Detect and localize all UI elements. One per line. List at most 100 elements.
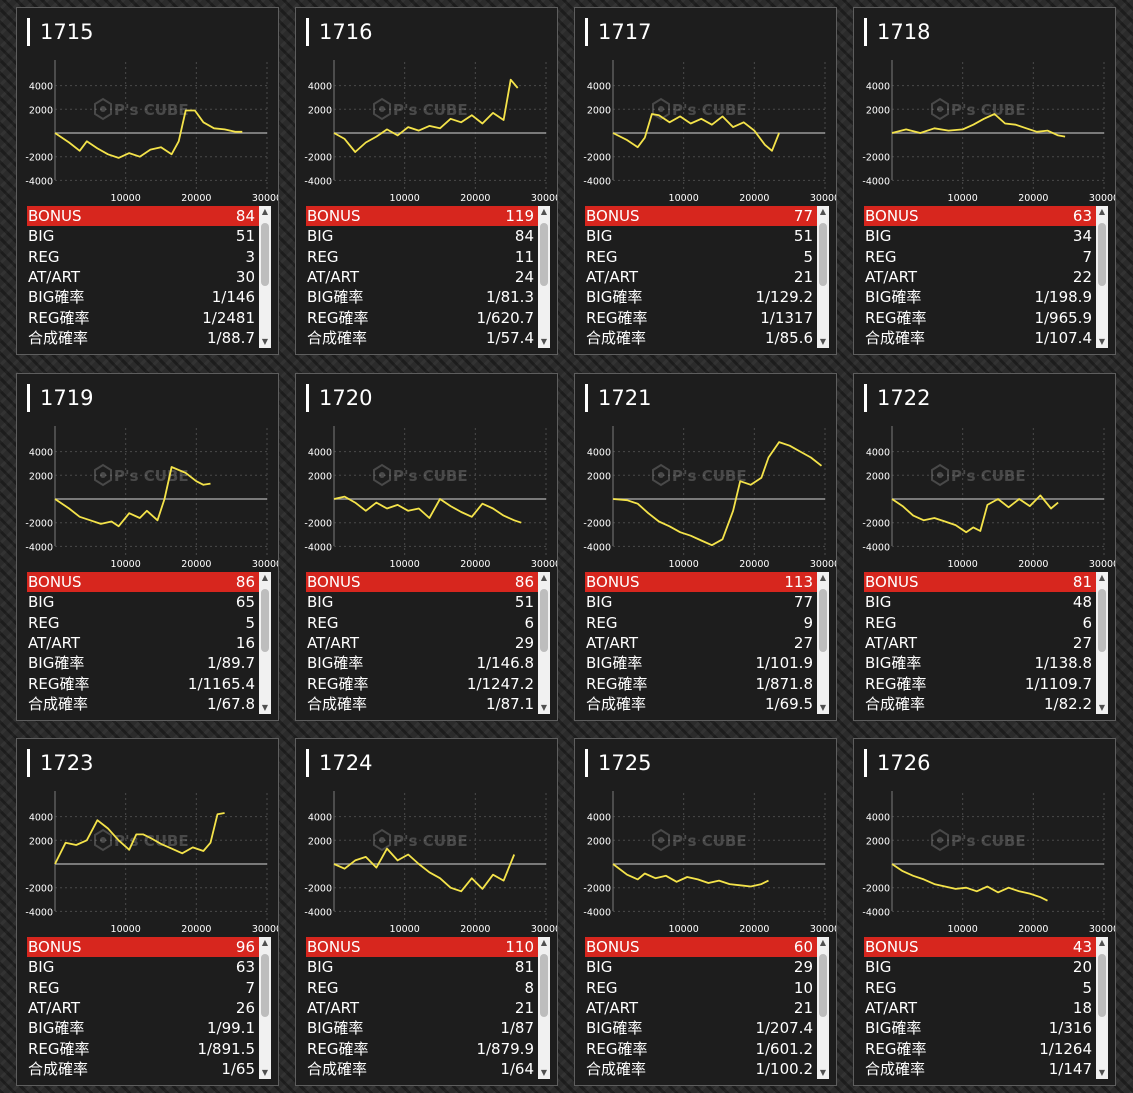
svg-text:P's CUBE: P's CUBE [951,101,1026,119]
machine-card-1719[interactable]: 1719 P's CUBE 4000 2000 -2000 -4000 10000 20000… [16,373,279,721]
x-tick-label: 20000 [739,559,769,570]
machine-card-1724[interactable]: 1724 P's CUBE 4000 2000 -2000 -4000 10000 20000… [295,738,558,1086]
scroll-thumb[interactable] [819,223,827,286]
slump-chart-svg: P's CUBE 4000 2000 -2000 -4000 10000 20000 3000… [25,60,278,204]
scroll-up-arrow-icon[interactable]: ▲ [819,938,827,947]
x-tick-label: 30000 [1089,924,1115,935]
scroll-thumb[interactable] [1098,954,1106,1017]
machine-card-1720[interactable]: 1720 P's CUBE 4000 2000 -2000 -4000 10000 20000… [295,373,558,721]
stat-row-big: BIG 84 [306,226,538,246]
stats-scrollbar[interactable]: ▲ ▼ [817,937,829,1079]
stats-list[interactable]: BONUS 86 BIG 65 REG 5 AT/ART 16 BIG確率 1/89.7 REG確率… [27,572,271,714]
scroll-down-arrow-icon[interactable]: ▼ [819,1068,827,1077]
stats-scrollbar[interactable]: ▲ ▼ [259,572,271,714]
series-line [891,113,1066,138]
stats-scrollbar[interactable]: ▲ ▼ [1096,206,1108,348]
scroll-down-arrow-icon[interactable]: ▼ [540,703,548,712]
stats-scrollbar[interactable]: ▲ ▼ [538,937,550,1079]
scroll-up-arrow-icon[interactable]: ▲ [1098,938,1106,947]
machine-card-1722[interactable]: 1722 P's CUBE 4000 2000 -2000 -4000 10000 20000… [853,373,1116,721]
scroll-thumb[interactable] [819,954,827,1017]
x-tick-label: 10000 [390,924,420,935]
scroll-down-arrow-icon[interactable]: ▼ [261,703,269,712]
stats-scrollbar[interactable]: ▲ ▼ [538,206,550,348]
stats-scrollbar[interactable]: ▲ ▼ [1096,572,1108,714]
machine-card-1723[interactable]: 1723 P's CUBE 4000 2000 -2000 -4000 10000 20000… [16,738,279,1086]
scroll-up-arrow-icon[interactable]: ▲ [540,207,548,216]
y-tick-label: -2000 [304,519,332,530]
scroll-down-arrow-icon[interactable]: ▼ [261,1068,269,1077]
stats-list[interactable]: BONUS 96 BIG 63 REG 7 AT/ART 26 BIG確率 1/99.1 REG確率… [27,937,271,1079]
stat-value: 1/101.9 [755,654,813,673]
scroll-thumb[interactable] [261,589,269,652]
scroll-down-arrow-icon[interactable]: ▼ [1098,703,1106,712]
stats-list[interactable]: BONUS 43 BIG 20 REG 5 AT/ART 18 BIG確率 1/316 REG確率 1… [864,937,1108,1079]
scroll-up-arrow-icon[interactable]: ▲ [261,573,269,582]
stats-scrollbar[interactable]: ▲ ▼ [817,572,829,714]
stats-scrollbar[interactable]: ▲ ▼ [1096,937,1108,1079]
stats-scrollbar[interactable]: ▲ ▼ [538,572,550,714]
x-tick-label: 20000 [1018,559,1048,570]
stat-value: 1/620.7 [476,308,534,327]
scroll-down-arrow-icon[interactable]: ▼ [819,337,827,346]
stats-list[interactable]: BONUS 81 BIG 48 REG 6 AT/ART 27 BIG確率 1/138.8 REG確… [864,572,1108,714]
stat-label: REG [307,247,339,266]
stats-list[interactable]: BONUS 119 BIG 84 REG 11 AT/ART 24 BIG確率 1/81.3 REG… [306,206,550,348]
machine-number: 1715 [27,18,93,46]
machine-card-1726[interactable]: 1726 P's CUBE 4000 2000 -2000 -4000 10000 20000… [853,738,1116,1086]
machine-card-1717[interactable]: 1717 P's CUBE 4000 2000 -2000 -4000 10000 20000… [574,7,837,355]
scroll-down-arrow-icon[interactable]: ▼ [540,1068,548,1077]
scroll-thumb[interactable] [261,223,269,286]
scroll-thumb[interactable] [1098,589,1106,652]
scroll-thumb[interactable] [540,589,548,652]
machine-card-1725[interactable]: 1725 P's CUBE 4000 2000 -2000 -4000 10000 20000… [574,738,837,1086]
machine-card-1721[interactable]: 1721 P's CUBE 4000 2000 -2000 -4000 10000 20000… [574,373,837,721]
scroll-up-arrow-icon[interactable]: ▲ [819,207,827,216]
stats-list[interactable]: BONUS 77 BIG 51 REG 5 AT/ART 21 BIG確率 1/129.2 REG確… [585,206,829,348]
slump-chart: P's CUBE 4000 2000 -2000 -4000 10000 20000 3000… [296,783,557,935]
scroll-down-arrow-icon[interactable]: ▼ [1098,1068,1106,1077]
scroll-up-arrow-icon[interactable]: ▲ [261,938,269,947]
stat-row-big: BIG 20 [864,957,1096,977]
scroll-thumb[interactable] [1098,223,1106,286]
stats-list[interactable]: BONUS 86 BIG 51 REG 6 AT/ART 29 BIG確率 1/146.8 REG確… [306,572,550,714]
stat-value: 1/81.3 [486,288,534,307]
machine-card-1718[interactable]: 1718 P's CUBE 4000 2000 -2000 -4000 10000 20000… [853,7,1116,355]
stats-list[interactable]: BONUS 110 BIG 81 REG 8 AT/ART 21 BIG確率 1/87 REG確率 1… [306,937,550,1079]
machine-card-1716[interactable]: 1716 P's CUBE 4000 2000 -2000 -4000 10000 20000… [295,7,558,355]
x-tick-label: 20000 [739,924,769,935]
stats-list[interactable]: BONUS 63 BIG 34 REG 7 AT/ART 22 BIG確率 1/198.9 REG確… [864,206,1108,348]
stat-label: REG確率 [586,674,648,693]
stat-label: AT/ART [28,267,81,286]
stat-label: BIG [586,227,613,246]
stats-scrollbar[interactable]: ▲ ▼ [259,937,271,1079]
scroll-down-arrow-icon[interactable]: ▼ [1098,337,1106,346]
scroll-up-arrow-icon[interactable]: ▲ [819,573,827,582]
stat-row-bonus: BONUS 60 [585,937,817,958]
scroll-up-arrow-icon[interactable]: ▲ [540,573,548,582]
stat-value: 1/207.4 [755,1019,813,1038]
stats-list[interactable]: BONUS 60 BIG 29 REG 10 AT/ART 21 BIG確率 1/207.4 REG… [585,937,829,1079]
y-tick-label: 2000 [308,471,332,482]
stat-label: 合成確率 [865,694,926,713]
machine-card-1715[interactable]: 1715 P's CUBE 4000 2000 -2000 -4000 10000 20000… [16,7,279,355]
scroll-up-arrow-icon[interactable]: ▲ [261,207,269,216]
scroll-down-arrow-icon[interactable]: ▼ [261,337,269,346]
stat-label: BIG確率 [28,288,85,307]
stat-label: BONUS [586,573,640,591]
stats-scrollbar[interactable]: ▲ ▼ [817,206,829,348]
scroll-down-arrow-icon[interactable]: ▼ [540,337,548,346]
stat-row-reg: REG 10 [585,978,817,998]
stats-list[interactable]: BONUS 84 BIG 51 REG 3 AT/ART 30 BIG確率 1/146 REG確率 1… [27,206,271,348]
scroll-down-arrow-icon[interactable]: ▼ [819,703,827,712]
stat-value: 84 [514,227,534,246]
scroll-thumb[interactable] [540,223,548,286]
stats-scrollbar[interactable]: ▲ ▼ [259,206,271,348]
scroll-thumb[interactable] [261,954,269,1017]
scroll-up-arrow-icon[interactable]: ▲ [1098,573,1106,582]
stats-list[interactable]: BONUS 113 BIG 77 REG 9 AT/ART 27 BIG確率 1/101.9 REG… [585,572,829,714]
scroll-up-arrow-icon[interactable]: ▲ [1098,207,1106,216]
scroll-up-arrow-icon[interactable]: ▲ [540,938,548,947]
scroll-thumb[interactable] [819,589,827,652]
scroll-thumb[interactable] [540,954,548,1017]
